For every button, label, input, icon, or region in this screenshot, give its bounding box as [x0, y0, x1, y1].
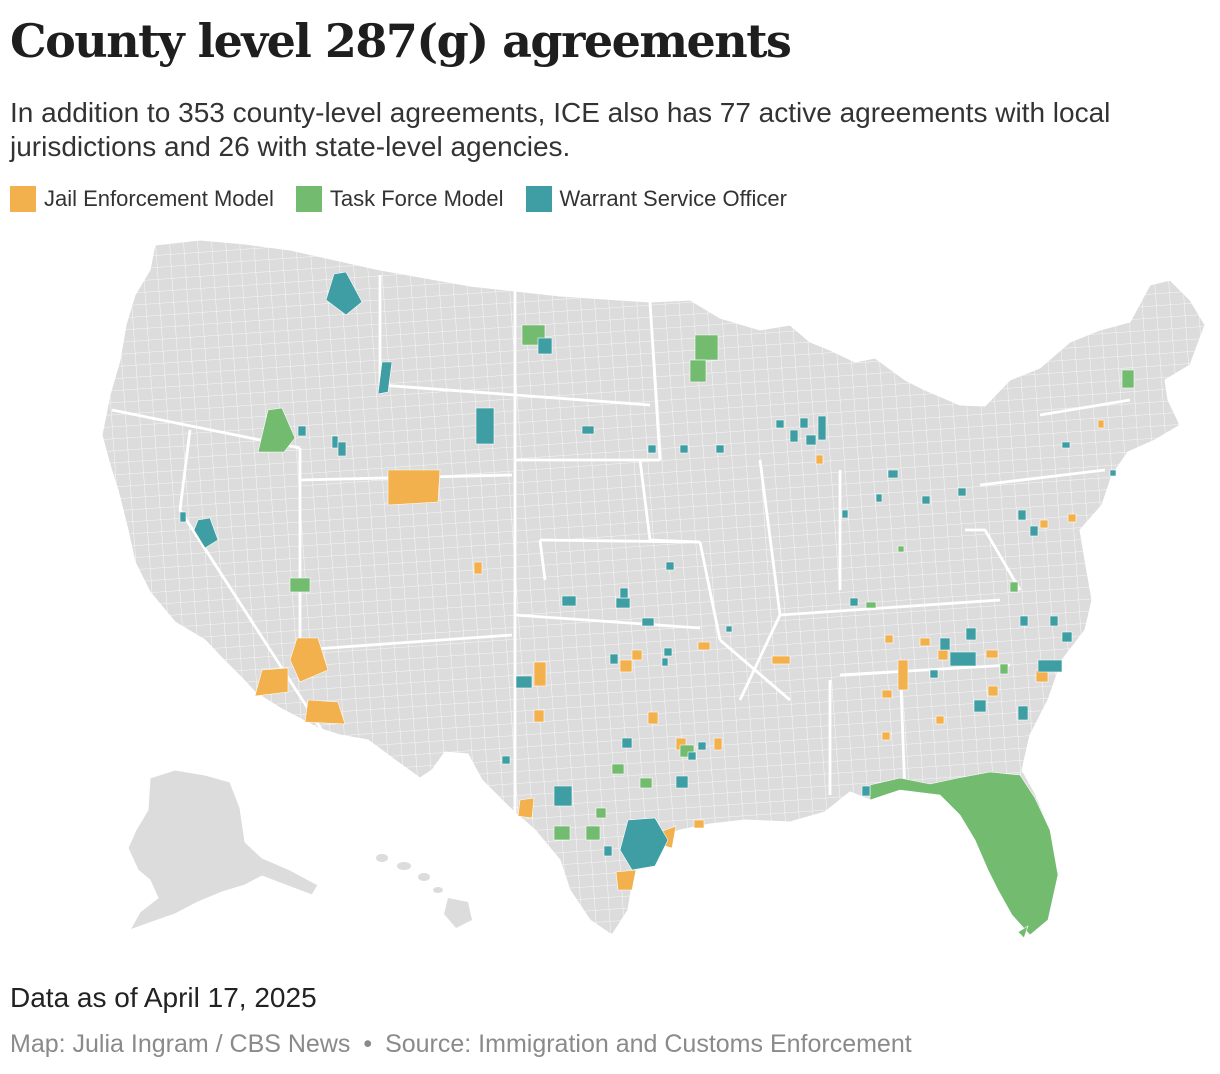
credit-line: Map: Julia Ingram / CBS News • Source: I…	[10, 1030, 912, 1059]
legend-item-warrant-service: Warrant Service Officer	[525, 186, 787, 212]
task-force-counties	[257, 324, 1135, 939]
legend-swatch-task-force	[295, 186, 322, 212]
legend-label-jail-enforcement: Jail Enforcement Model	[44, 186, 274, 211]
legend-item-jail-enforcement: Jail Enforcement Model	[10, 186, 274, 212]
hawaii	[376, 854, 472, 928]
legend-label-warrant-service: Warrant Service Officer	[559, 186, 787, 211]
jail-enforcement-counties	[254, 419, 1105, 891]
us-county-map	[101, 239, 1206, 939]
legend-item-task-force: Task Force Model	[295, 186, 504, 212]
credit-map: Map: Julia Ingram / CBS News	[10, 1030, 351, 1058]
legend-label-task-force: Task Force Model	[329, 186, 504, 211]
legend-swatch-warrant-service	[525, 186, 552, 212]
state-boundaries	[111, 275, 1131, 850]
credit-separator: •	[363, 1030, 373, 1058]
legend-swatch-jail-enforcement	[10, 186, 36, 212]
data-as-of-note: Data as of April 17, 2025	[10, 982, 317, 1013]
chart-subtitle: In addition to 353 county-level agreemen…	[10, 97, 1111, 162]
alaska	[127, 769, 319, 931]
warrant-service-counties	[179, 271, 1117, 871]
credit-source: Source: Immigration and Customs Enforcem…	[385, 1030, 912, 1058]
legend: Jail Enforcement Model Task Force Model …	[10, 186, 809, 212]
chart-title: County level 287(g) agreements	[10, 14, 792, 68]
